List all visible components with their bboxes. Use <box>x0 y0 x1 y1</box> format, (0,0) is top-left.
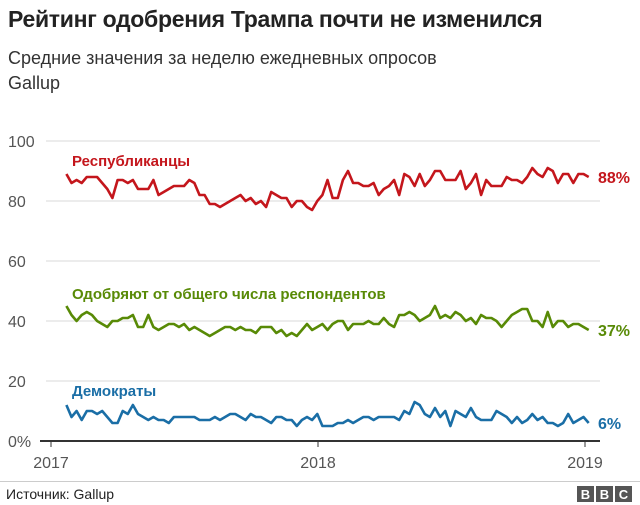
y-tick-label: 60 <box>8 254 26 271</box>
y-tick-label: 20 <box>8 374 26 391</box>
series-label: Республиканцы <box>72 153 190 170</box>
line-chart: 0% 20 40 60 80 100 2017 2018 2019 Республиканцы 88… <box>8 134 630 472</box>
series-line <box>65 400 590 428</box>
chart-subtitle: Средние значения за неделю ежедневных оп… <box>8 48 437 93</box>
x-tick-label: 2018 <box>300 455 336 472</box>
x-tick-label: 2017 <box>33 455 69 472</box>
end-value-label: 88% <box>598 170 630 187</box>
y-tick-label: 100 <box>8 134 35 151</box>
y-tick-label: 80 <box>8 194 26 211</box>
logo-letter: C <box>615 486 632 502</box>
y-tick-label: 40 <box>8 314 26 331</box>
end-value-label: 37% <box>598 323 630 340</box>
series-line <box>65 166 590 212</box>
logo-letter: B <box>577 486 594 502</box>
logo-letter: B <box>596 486 613 502</box>
y-tick-label: 0% <box>8 434 31 451</box>
x-tick-label: 2019 <box>567 455 603 472</box>
source-note: Источник: Gallup <box>6 486 115 502</box>
footer-divider <box>0 481 640 482</box>
chart-title: Рейтинг одобрения Трампа почти не измени… <box>8 6 543 32</box>
series-label: Демократы <box>72 383 156 400</box>
series-label: Одобряют от общего числа респондентов <box>72 286 386 303</box>
end-value-label: 6% <box>598 416 621 433</box>
